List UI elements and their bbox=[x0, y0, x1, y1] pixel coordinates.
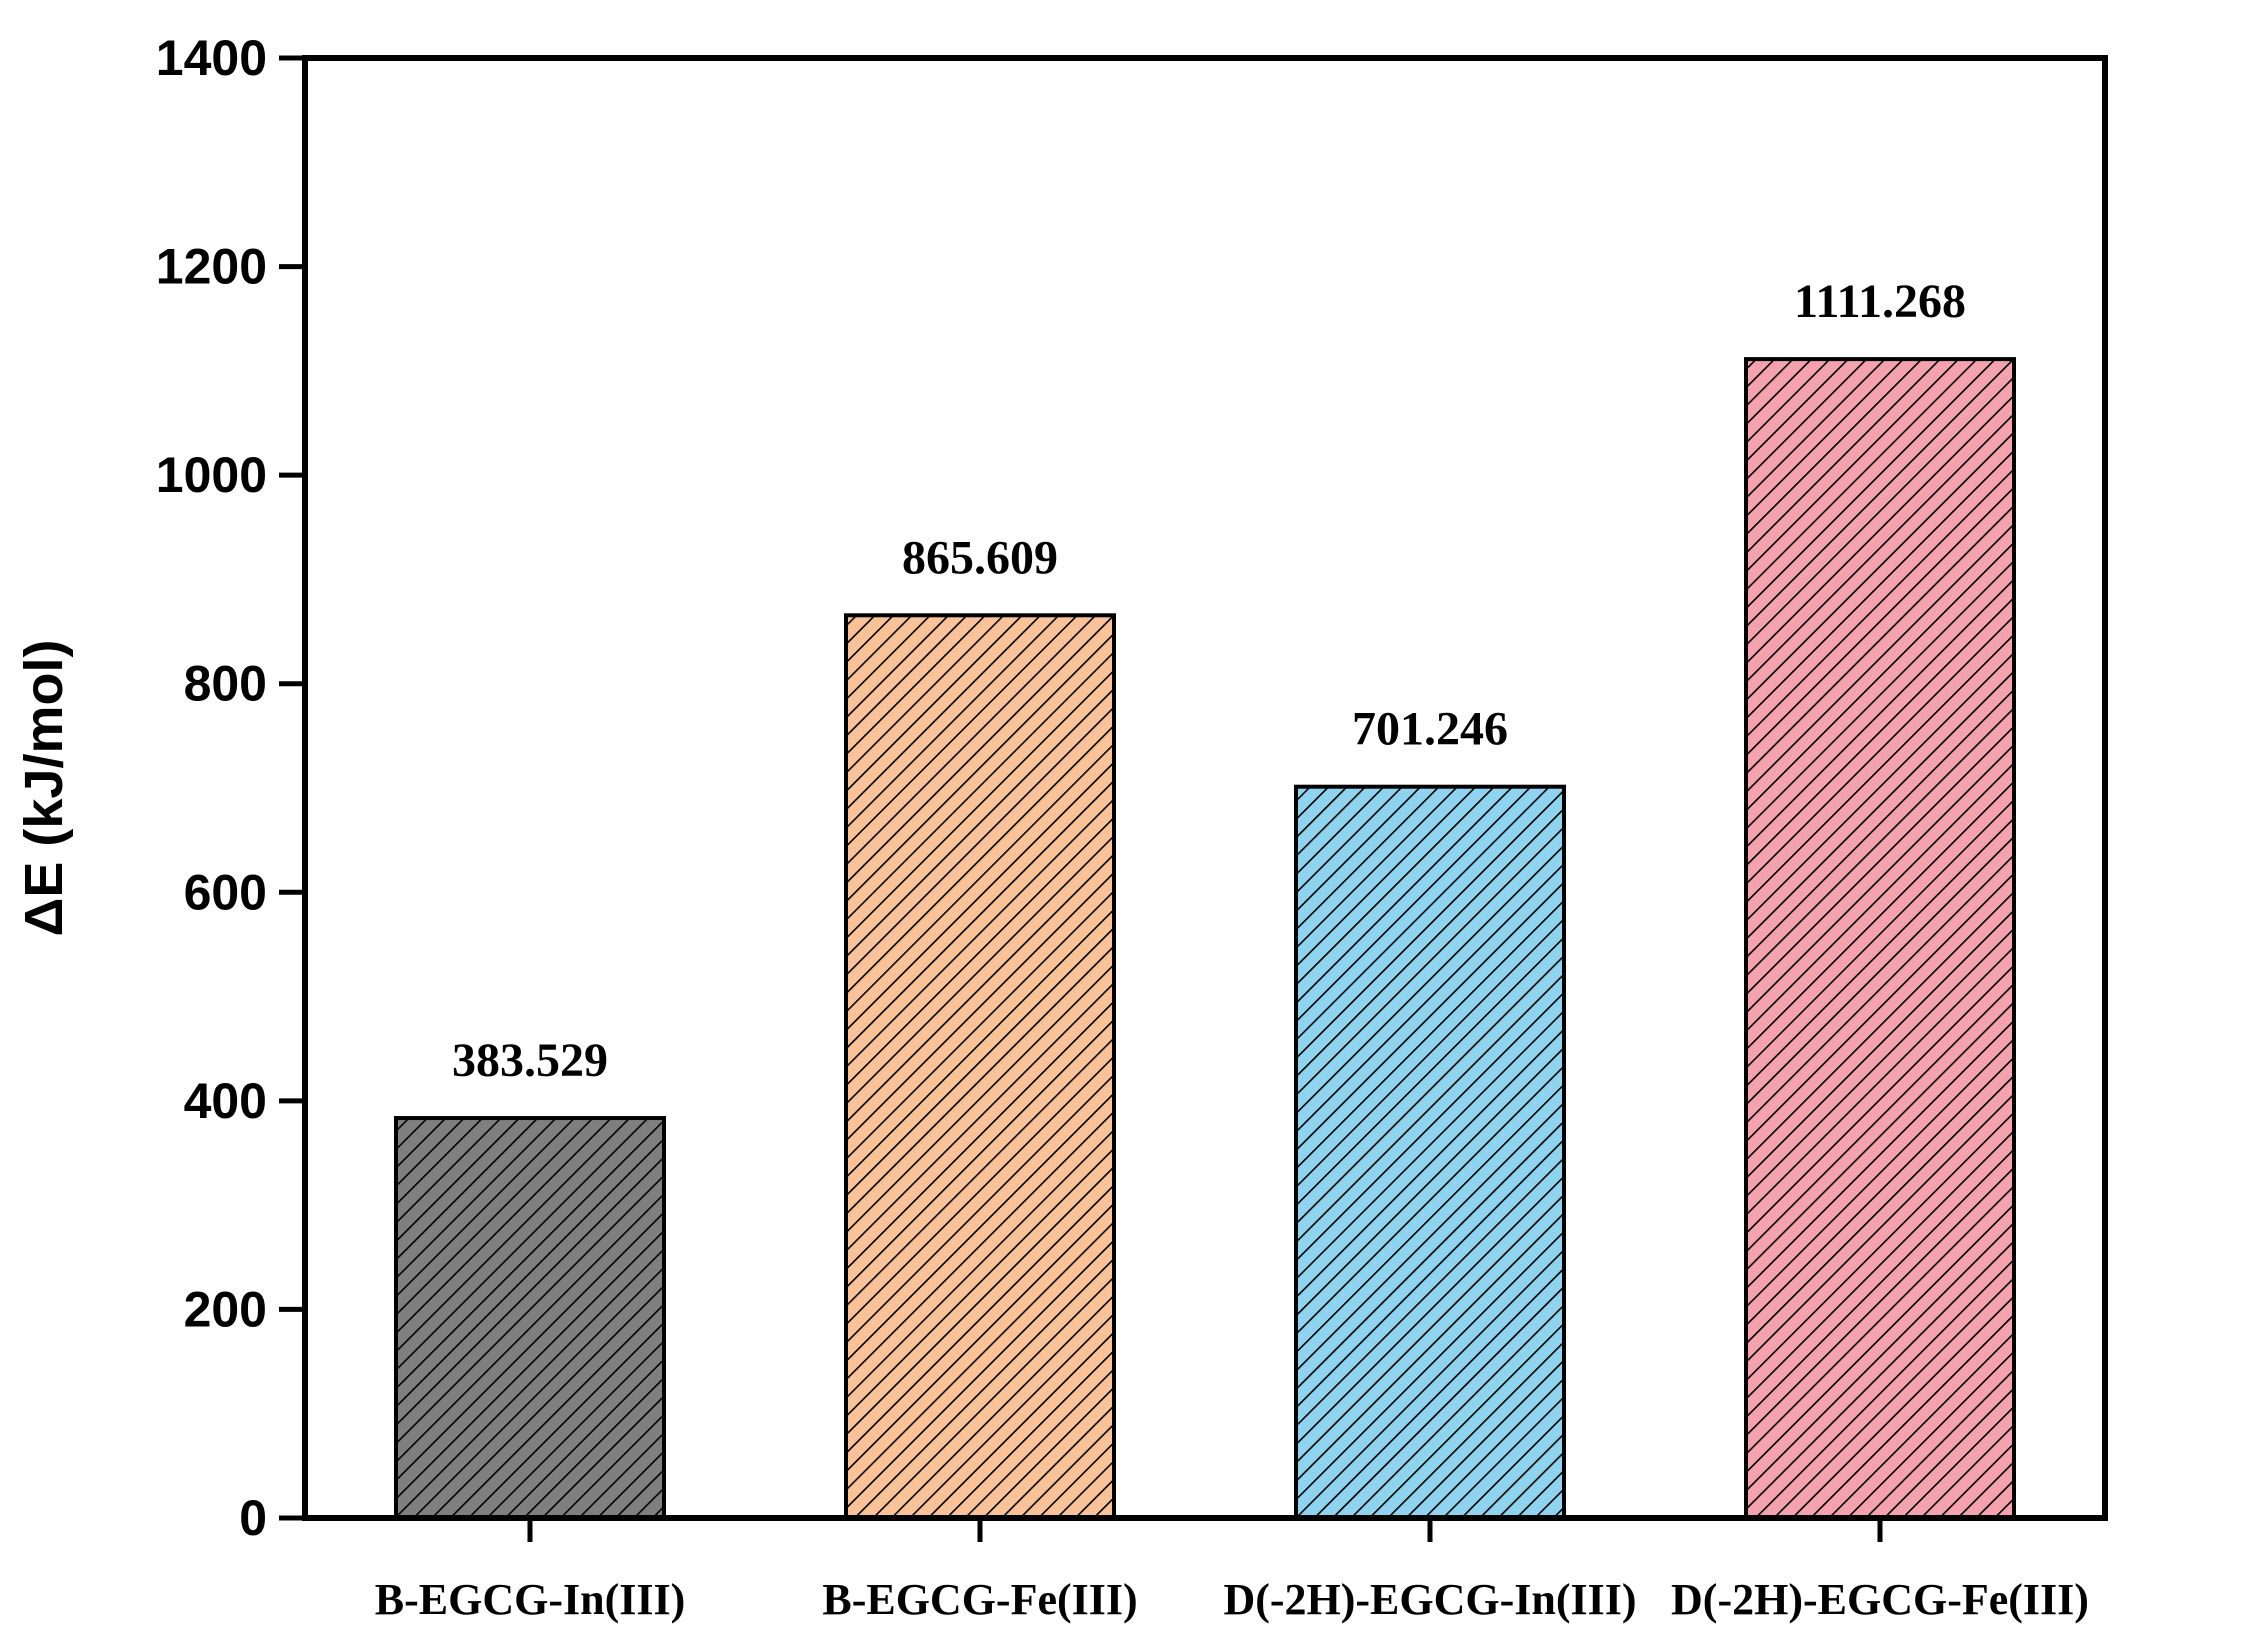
bar-3 bbox=[1294, 784, 1566, 1520]
x-tick-label-3: D(-2H)-EGCG-In(III) bbox=[1223, 1575, 1636, 1624]
bars bbox=[394, 357, 2016, 1521]
y-axis-title: ΔE (kJ/mol) bbox=[14, 640, 74, 937]
y-axis: 0 200 400 600 800 1000 1200 1400 bbox=[156, 30, 305, 1546]
bar-2 bbox=[844, 613, 1116, 1520]
data-labels: 383.529 865.609 701.246 1111.268 bbox=[452, 275, 1966, 1087]
x-tick-label-4: D(-2H)-EGCG-Fe(III) bbox=[1671, 1575, 2089, 1624]
data-label-1: 383.529 bbox=[452, 1034, 608, 1087]
data-label-4: 1111.268 bbox=[1794, 275, 1966, 328]
bar-4 bbox=[1744, 357, 2016, 1521]
y-tick-label: 1200 bbox=[156, 239, 267, 295]
x-axis: B-EGCG-In(III) B-EGCG-Fe(III) D(-2H)-EGCG-… bbox=[375, 1518, 2089, 1624]
y-tick-label: 200 bbox=[184, 1281, 267, 1337]
x-tick-label-1: B-EGCG-In(III) bbox=[375, 1575, 686, 1624]
x-tick-label-2: B-EGCG-Fe(III) bbox=[822, 1575, 1137, 1624]
y-tick-label: 600 bbox=[184, 864, 267, 920]
y-tick-label: 0 bbox=[239, 1490, 267, 1546]
y-tick-label: 1000 bbox=[156, 447, 267, 503]
y-tick-label: 400 bbox=[184, 1073, 267, 1129]
data-label-3: 701.246 bbox=[1352, 703, 1508, 756]
bar-1 bbox=[394, 1116, 666, 1520]
y-tick-label: 800 bbox=[184, 656, 267, 712]
data-label-2: 865.609 bbox=[902, 531, 1058, 584]
y-tick-label: 1400 bbox=[156, 30, 267, 86]
plot-frame bbox=[302, 55, 2108, 1521]
